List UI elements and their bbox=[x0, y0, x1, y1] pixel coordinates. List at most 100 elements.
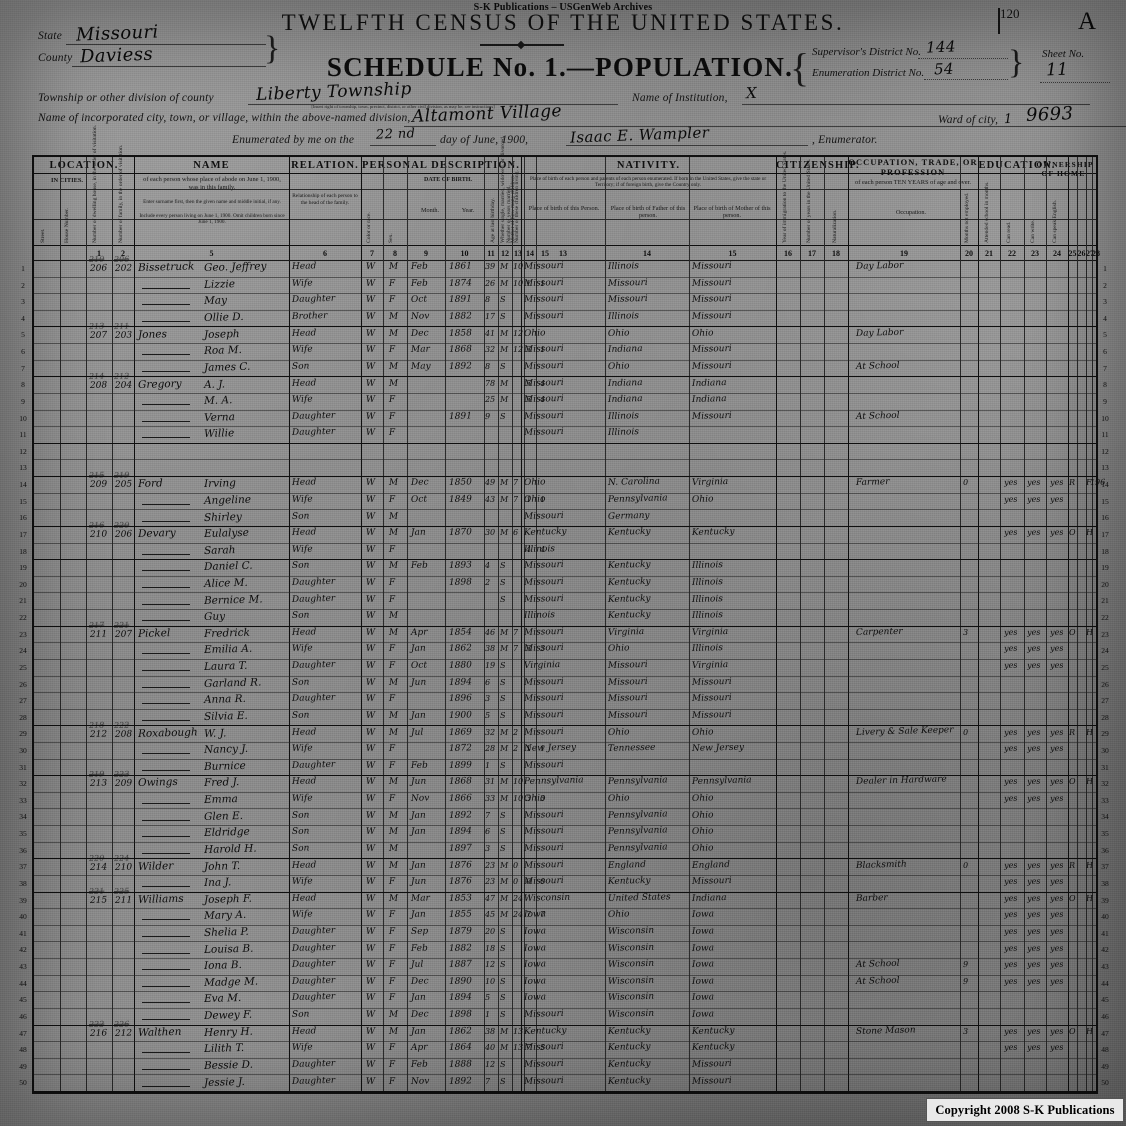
row-divider bbox=[34, 924, 1096, 926]
table-cell: Son bbox=[291, 361, 310, 372]
table-cell: Indiana bbox=[691, 892, 727, 904]
table-cell: M bbox=[388, 1026, 399, 1037]
table-cell: Head bbox=[291, 893, 317, 904]
column-number: 23 bbox=[1031, 249, 1039, 258]
table-cell: M bbox=[388, 1009, 399, 1021]
column-number: 15 bbox=[728, 249, 737, 258]
table-cell: F bbox=[388, 743, 396, 755]
table-cell: Ohio bbox=[691, 726, 714, 738]
table-cell: Pennsylvania bbox=[607, 775, 668, 788]
table-cell: Bernice M. bbox=[203, 592, 263, 607]
row-number-right: 48 bbox=[1101, 1045, 1109, 1055]
table-cell: 222 bbox=[113, 720, 130, 730]
name-note-3: Include every person living on June 1, 1… bbox=[139, 213, 285, 226]
row-divider bbox=[34, 426, 1096, 428]
row-number-left: 5 bbox=[21, 330, 25, 340]
table-cell: W bbox=[365, 610, 376, 622]
institution-label: Name of Institution, bbox=[632, 92, 728, 104]
table-cell: yes bbox=[1003, 743, 1018, 754]
table-cell: yes bbox=[1026, 976, 1041, 986]
table-cell: Oct bbox=[410, 494, 428, 505]
row-number-left: 35 bbox=[19, 829, 27, 839]
table-cell: W bbox=[365, 594, 376, 605]
table-cell: 215 bbox=[89, 895, 108, 906]
table-cell: H bbox=[1085, 777, 1094, 787]
table-cell: 1864 bbox=[448, 1042, 473, 1054]
ditto-dash bbox=[142, 852, 190, 854]
table-cell: Nov bbox=[410, 793, 430, 805]
column-divider bbox=[289, 157, 290, 1092]
table-cell: 32 bbox=[484, 727, 496, 737]
table-cell: At School bbox=[855, 360, 900, 372]
table-cell: Illinois bbox=[607, 261, 640, 273]
table-cell: S bbox=[499, 993, 506, 1003]
table-cell: England bbox=[607, 859, 647, 871]
table-cell: O bbox=[1068, 627, 1076, 637]
column-number: 25 bbox=[1068, 249, 1077, 258]
row-number-left: 46 bbox=[19, 1011, 27, 1021]
column-divider bbox=[824, 157, 825, 1092]
table-cell: yes bbox=[1003, 660, 1018, 671]
table-cell: Missouri bbox=[523, 294, 564, 306]
table-cell: Ohio bbox=[607, 328, 630, 339]
table-cell: Joseph F. bbox=[203, 892, 253, 906]
table-cell: R bbox=[1068, 860, 1076, 870]
table-cell: F bbox=[388, 411, 396, 422]
table-cell: New Jersey bbox=[691, 742, 745, 755]
table-cell: Bissetruck bbox=[137, 260, 195, 275]
row-number-right: 45 bbox=[1101, 995, 1109, 1005]
column-divider bbox=[524, 157, 525, 1092]
family-divider bbox=[34, 891, 1096, 893]
column-number: 7 bbox=[370, 249, 374, 258]
table-cell: Jan bbox=[410, 1026, 426, 1037]
table-cell: yes bbox=[1003, 959, 1018, 970]
table-cell: Daughter bbox=[291, 427, 336, 439]
table-cell: Daughter bbox=[291, 1075, 336, 1087]
table-cell: Iowa bbox=[691, 942, 715, 954]
table-cell: 218 bbox=[88, 720, 105, 730]
table-cell: Wisconsin bbox=[523, 892, 571, 904]
row-number-left: 24 bbox=[19, 646, 27, 656]
table-cell: yes bbox=[1026, 860, 1041, 870]
table-cell: yes bbox=[1049, 494, 1064, 504]
table-cell: Son bbox=[291, 610, 310, 622]
row-divider bbox=[34, 974, 1096, 976]
county-rule bbox=[72, 66, 266, 67]
table-cell: Missouri bbox=[607, 294, 648, 306]
table-cell: M bbox=[499, 860, 509, 870]
ditto-dash bbox=[142, 1085, 190, 1087]
table-cell: Head bbox=[291, 377, 317, 389]
table-cell: yes bbox=[1049, 860, 1064, 870]
table-cell: Missouri bbox=[523, 1058, 564, 1070]
table-cell: M. A. bbox=[203, 394, 233, 408]
table-cell: S bbox=[499, 1059, 506, 1069]
row-number-right: 27 bbox=[1101, 696, 1109, 706]
table-cell: 204 bbox=[114, 380, 133, 391]
ditto-dash bbox=[142, 769, 190, 771]
table-cell: 1887 bbox=[448, 959, 473, 971]
table-cell: yes bbox=[1026, 777, 1041, 787]
table-cell: Daughter bbox=[291, 294, 336, 306]
group-header-name: NAME bbox=[193, 160, 230, 171]
table-cell: 1854 bbox=[448, 627, 473, 638]
table-cell: yes bbox=[1003, 477, 1018, 488]
table-cell: Ohio bbox=[607, 793, 630, 805]
table-cell: Kentucky bbox=[607, 875, 651, 888]
table-cell: W bbox=[365, 777, 376, 788]
row-number-left: 7 bbox=[21, 363, 25, 373]
table-cell: Ohio bbox=[691, 843, 714, 854]
table-cell: Missouri bbox=[523, 360, 564, 372]
column-number: 8 bbox=[393, 249, 397, 258]
table-cell: Ohio bbox=[691, 328, 714, 339]
column-divider bbox=[689, 157, 690, 1092]
ditto-dash bbox=[142, 719, 190, 721]
ditto-dash bbox=[142, 586, 190, 588]
table-cell: Daughter bbox=[291, 576, 336, 588]
row-number-left: 19 bbox=[19, 563, 27, 573]
table-cell: yes bbox=[1026, 1026, 1041, 1036]
table-cell: Madge M. bbox=[203, 975, 259, 989]
table-cell: Dec bbox=[410, 1009, 429, 1021]
table-cell: 3 bbox=[962, 1026, 969, 1036]
row-number-right: 34 bbox=[1101, 812, 1109, 822]
table-cell: Iona B. bbox=[203, 959, 243, 973]
